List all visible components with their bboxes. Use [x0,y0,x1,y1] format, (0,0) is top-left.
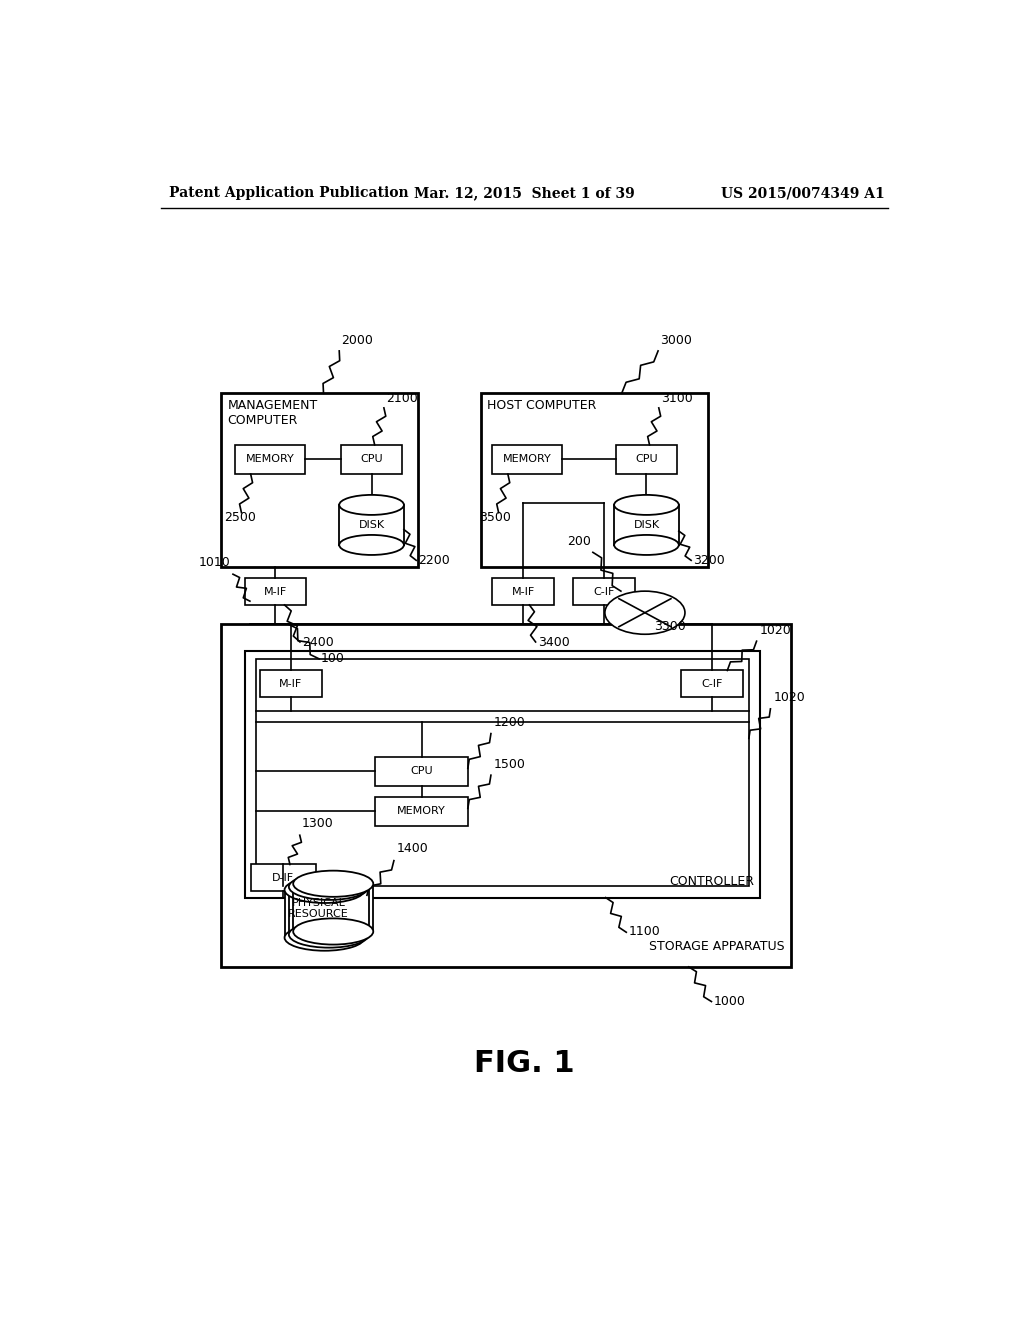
Text: D-IF: D-IF [272,873,295,883]
Bar [245,651,761,898]
Text: 1010: 1010 [199,556,230,569]
Text: 1500: 1500 [494,758,525,771]
Text: 2000: 2000 [342,334,374,347]
Text: 2500: 2500 [223,511,256,524]
Text: 3100: 3100 [662,392,693,405]
Ellipse shape [285,924,365,950]
Text: M-IF: M-IF [512,586,535,597]
Bar [341,445,402,474]
Text: 3300: 3300 [654,619,686,632]
Bar [260,671,322,697]
Bar [221,624,792,966]
Text: 1020: 1020 [760,623,792,636]
Text: C-IF: C-IF [594,586,614,597]
Bar [376,756,468,785]
Bar [221,393,418,566]
Ellipse shape [614,535,679,554]
Text: CPU: CPU [411,767,433,776]
Bar [236,445,304,474]
Text: 3400: 3400 [538,636,569,649]
Ellipse shape [289,921,369,948]
Bar [481,393,708,566]
Text: PHYSICAL
RESOURCE: PHYSICAL RESOURCE [288,898,349,919]
Text: CPU: CPU [360,454,383,465]
Text: MEMORY: MEMORY [503,454,552,465]
Bar [681,671,742,697]
Bar [339,506,403,545]
Text: MEMORY: MEMORY [397,807,446,816]
Text: US 2015/0074349 A1: US 2015/0074349 A1 [722,186,885,201]
Text: CPU: CPU [635,454,657,465]
Text: 1200: 1200 [494,715,525,729]
Text: 100: 100 [321,652,345,665]
Text: 1020: 1020 [773,692,805,705]
Ellipse shape [605,591,685,635]
Text: 3200: 3200 [692,553,724,566]
Bar [614,506,679,545]
Bar [285,890,365,937]
Bar [293,884,374,932]
Text: M-IF: M-IF [280,678,302,689]
Text: 2200: 2200 [418,553,450,566]
Ellipse shape [293,919,374,945]
Text: 1400: 1400 [396,842,428,855]
Bar [251,865,316,891]
Bar [256,659,749,886]
Bar [289,887,369,935]
Ellipse shape [285,876,365,903]
Text: 3000: 3000 [660,334,692,347]
Text: 2400: 2400 [302,636,334,649]
Text: M-IF: M-IF [264,586,287,597]
Bar [493,578,554,605]
Text: 2100: 2100 [386,392,418,405]
Bar [376,797,468,826]
Text: 1300: 1300 [302,817,334,830]
Text: CONTROLLER: CONTROLLER [670,875,755,888]
Text: DISK: DISK [634,520,659,529]
Ellipse shape [339,495,403,515]
Bar [615,445,677,474]
Text: FIG. 1: FIG. 1 [474,1048,575,1077]
Text: HOST COMPUTER: HOST COMPUTER [487,400,596,412]
Bar [493,445,562,474]
Text: Mar. 12, 2015  Sheet 1 of 39: Mar. 12, 2015 Sheet 1 of 39 [415,186,635,201]
Text: STORAGE APPARATUS: STORAGE APPARATUS [649,940,785,953]
Text: C-IF: C-IF [701,678,723,689]
Text: DISK: DISK [358,520,385,529]
Text: Patent Application Publication: Patent Application Publication [169,186,409,201]
Ellipse shape [293,871,374,896]
Bar [573,578,635,605]
Ellipse shape [339,535,403,554]
Text: 1000: 1000 [714,995,745,1007]
Text: 1100: 1100 [629,925,660,939]
Text: MEMORY: MEMORY [246,454,294,465]
Text: 3500: 3500 [478,511,511,524]
Bar [245,578,306,605]
Ellipse shape [614,495,679,515]
Ellipse shape [289,874,369,900]
Text: 200: 200 [566,535,591,548]
Text: MANAGEMENT
COMPUTER: MANAGEMENT COMPUTER [227,400,317,428]
